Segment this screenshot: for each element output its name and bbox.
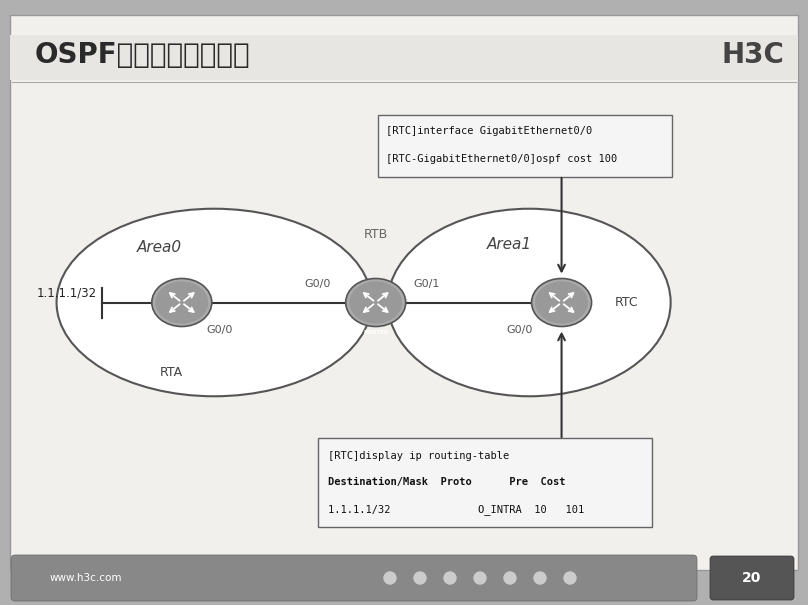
- Text: RTC: RTC: [615, 296, 638, 309]
- Text: G0/1: G0/1: [414, 280, 440, 290]
- Ellipse shape: [388, 209, 671, 396]
- Text: RTA: RTA: [160, 366, 183, 379]
- Text: G0/0: G0/0: [207, 325, 234, 336]
- Circle shape: [444, 572, 456, 584]
- FancyBboxPatch shape: [10, 15, 798, 570]
- Ellipse shape: [155, 281, 208, 324]
- Text: Area0: Area0: [137, 240, 182, 255]
- Text: 20: 20: [743, 571, 762, 585]
- FancyBboxPatch shape: [10, 35, 798, 80]
- Ellipse shape: [535, 281, 588, 324]
- Text: 1.1.1.1/32              O_INTRA  10   101: 1.1.1.1/32 O_INTRA 10 101: [328, 505, 584, 515]
- FancyBboxPatch shape: [11, 555, 697, 601]
- Text: G0/0: G0/0: [507, 325, 533, 336]
- Text: ROUTER: ROUTER: [169, 330, 195, 336]
- FancyBboxPatch shape: [318, 438, 652, 527]
- Circle shape: [504, 572, 516, 584]
- Text: www.h3c.com: www.h3c.com: [50, 573, 123, 583]
- Ellipse shape: [532, 278, 591, 327]
- Ellipse shape: [57, 209, 372, 396]
- Ellipse shape: [346, 278, 406, 327]
- Text: [RTC-GigabitEthernet0/0]ospf cost 100: [RTC-GigabitEthernet0/0]ospf cost 100: [386, 154, 617, 164]
- Text: OSPF接口开销配置示例: OSPF接口开销配置示例: [35, 41, 250, 69]
- Text: H3C: H3C: [722, 41, 785, 69]
- Text: [RTC]display ip routing-table: [RTC]display ip routing-table: [328, 451, 509, 461]
- Text: [RTC]interface GigabitEthernet0/0: [RTC]interface GigabitEthernet0/0: [386, 126, 592, 136]
- Circle shape: [474, 572, 486, 584]
- FancyBboxPatch shape: [710, 556, 794, 600]
- Text: ROUTER: ROUTER: [549, 330, 574, 336]
- Ellipse shape: [349, 281, 402, 324]
- Text: RTB: RTB: [364, 228, 388, 241]
- Text: 1.1.1.1/32: 1.1.1.1/32: [36, 287, 97, 299]
- Circle shape: [534, 572, 546, 584]
- Circle shape: [384, 572, 396, 584]
- Text: G0/0: G0/0: [305, 280, 331, 290]
- FancyBboxPatch shape: [378, 115, 672, 177]
- Text: Destination/Mask  Proto      Pre  Cost: Destination/Mask Proto Pre Cost: [328, 477, 566, 488]
- Ellipse shape: [152, 278, 212, 327]
- Circle shape: [564, 572, 576, 584]
- Text: ROUTER: ROUTER: [363, 330, 389, 336]
- Circle shape: [414, 572, 426, 584]
- Text: Area1: Area1: [486, 237, 532, 252]
